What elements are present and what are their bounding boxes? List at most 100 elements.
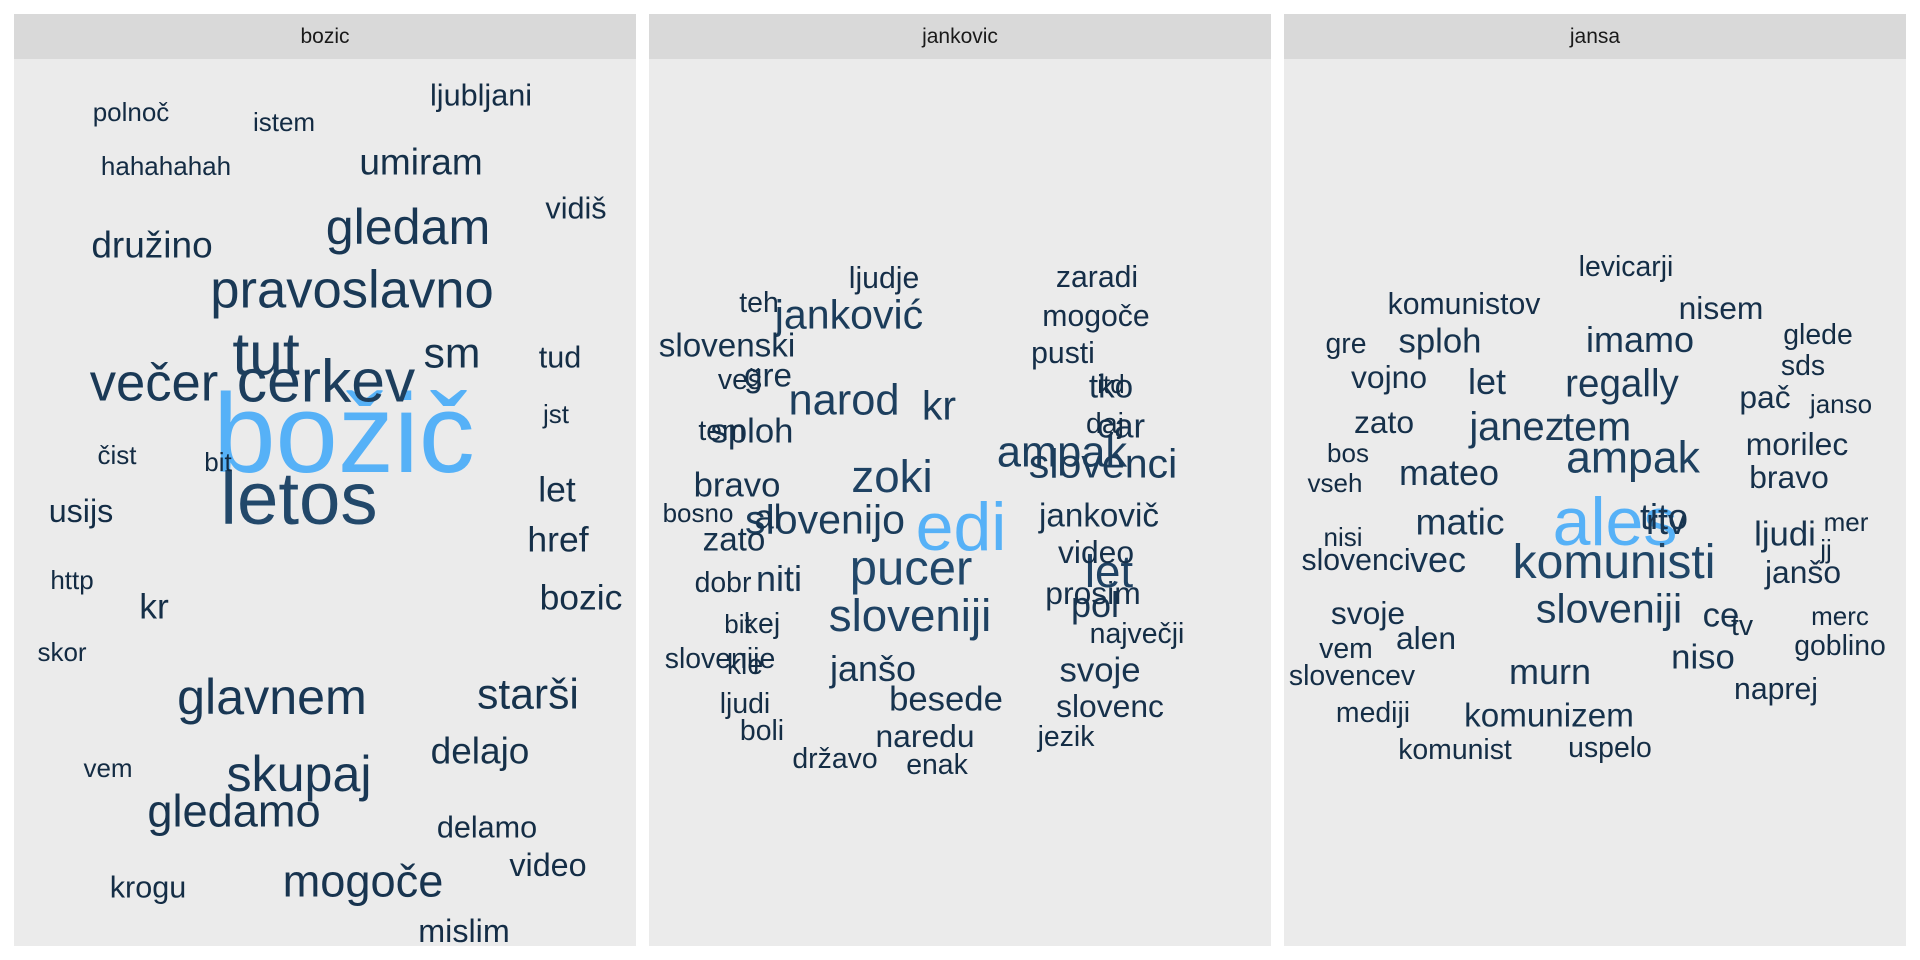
word-cloud-word: zato	[702, 521, 766, 559]
word-cloud-word: zato	[1353, 404, 1415, 441]
word-cloud-word: matic	[1415, 500, 1505, 543]
word-cloud-word: naredu	[875, 718, 975, 755]
word-cloud-word: svoje	[1059, 651, 1141, 690]
word-cloud-word: mediji	[1335, 696, 1411, 729]
word-cloud-word: slovenije	[664, 642, 776, 675]
word-cloud-word: tv	[1730, 609, 1754, 642]
facet-panel-jansa: jansa ales komunisti ampak sloveniji tem jane…	[1284, 14, 1906, 946]
word-cloud-word: jezik	[1037, 720, 1095, 753]
word-cloud-word: janez	[1469, 405, 1565, 450]
word-cloud-word: starši	[477, 670, 579, 719]
word-cloud-word: bozic	[539, 577, 623, 618]
word-cloud-word: tut	[232, 319, 300, 388]
word-cloud-word: glavnem	[177, 668, 367, 725]
word-cloud-word: kle	[726, 648, 764, 681]
word-cloud-word: narod	[788, 376, 900, 425]
facet-strip-title: jansa	[1284, 14, 1906, 59]
word-cloud-word: boli	[739, 714, 785, 747]
facet-strip-title: bozic	[14, 14, 636, 59]
word-cloud-word: slovenski	[658, 327, 796, 365]
word-cloud-word: splоh	[710, 412, 794, 451]
word-cloud-word: letos	[220, 456, 378, 540]
word-cloud-word: usijs	[48, 492, 114, 529]
word-cloud-word: mogoče	[1042, 299, 1150, 333]
word-cloud-word: pač	[1739, 379, 1791, 416]
word-cloud-word: niso	[1671, 638, 1735, 677]
word-cloud-word: vseh	[1307, 468, 1363, 498]
word-cloud-word: janšo	[1764, 554, 1842, 591]
word-cloud-word: bravo	[1749, 459, 1829, 496]
word-cloud-word: zoki	[851, 451, 933, 503]
word-cloud-word: bit	[724, 609, 752, 639]
word-cloud-word: svoje	[1330, 595, 1406, 632]
word-cloud-word: umiram	[359, 141, 483, 183]
word-cloud-word: tito	[1639, 496, 1689, 537]
word-cloud-word: enak	[906, 748, 968, 781]
word-cloud-word: let	[1084, 546, 1134, 598]
facet-panel-jankovic: jankovic edi pucer sloveniji zoki let narod am…	[649, 14, 1271, 946]
word-cloud-word: mateo	[1398, 452, 1500, 493]
word-cloud-word: pravoslavno	[210, 260, 494, 320]
word-cloud-word: slovenci	[1301, 543, 1411, 577]
word-cloud-word: polnoč	[92, 97, 170, 127]
word-cloud-word: dobr	[694, 566, 752, 599]
word-cloud-word: tud	[538, 340, 582, 375]
word-cloud-word: ljudje	[848, 261, 920, 295]
word-cloud-word: tem	[1562, 403, 1632, 450]
word-cloud-word: merc	[1811, 601, 1869, 631]
word-cloud-word: mer	[1823, 507, 1869, 537]
word-cloud-word: teh	[739, 286, 779, 319]
word-cloud-word: video	[509, 846, 587, 883]
word-cloud-word: car	[1096, 407, 1146, 446]
word-cloud-word: božič	[213, 371, 475, 496]
word-cloud-word: gre	[1325, 327, 1367, 360]
word-cloud-word: cerkev	[236, 346, 416, 415]
word-cloud-word: mogoče	[282, 855, 444, 907]
word-cloud-word: istem	[252, 107, 316, 137]
word-cloud-word: janšo	[829, 648, 917, 689]
word-cloud: ales komunisti ampak sloveniji tem janez regal…	[1284, 59, 1906, 946]
word-cloud-word: rtv	[1646, 501, 1686, 542]
word-cloud-word: splоh	[1398, 322, 1482, 361]
word-cloud-word: alen	[1395, 620, 1457, 657]
word-cloud-word: href	[527, 519, 589, 560]
word-cloud-word: janković	[774, 291, 924, 338]
word-cloud-word: hahahahah	[100, 151, 232, 181]
word-cloud-word: gre	[744, 357, 792, 395]
word-cloud-word: let	[1467, 361, 1507, 402]
word-cloud-word: pucer	[849, 541, 973, 596]
word-cloud-word: vojno	[1350, 359, 1428, 396]
word-cloud-word: edi	[915, 489, 1007, 565]
word-cloud-word: sloveniji	[828, 590, 992, 642]
word-cloud-word: komunistov	[1387, 287, 1541, 321]
word-cloud-word: glede	[1783, 318, 1853, 351]
word-cloud-word: slovencev	[1288, 659, 1416, 692]
word-cloud-word: vidiš	[545, 191, 607, 226]
word-cloud-word: mislim	[418, 912, 510, 946]
word-cloud-word: naprej	[1734, 672, 1818, 706]
word-cloud-word: ljudi	[1754, 515, 1816, 554]
word-cloud-word: al	[754, 498, 782, 537]
word-cloud-word: kr	[921, 382, 957, 429]
word-cloud-word: tem	[698, 414, 746, 447]
word-cloud-word: uspelo	[1568, 731, 1652, 764]
word-cloud-word: vec	[1409, 539, 1467, 580]
word-cloud-word: murn	[1508, 651, 1592, 692]
word-cloud-word: bit	[204, 447, 232, 477]
word-cloud-word: nisem	[1678, 290, 1764, 327]
word-cloud-word: video	[1057, 534, 1135, 571]
word-cloud-word: komunist	[1398, 733, 1512, 766]
word-cloud-word: itd	[1097, 369, 1125, 399]
word-cloud-word: slovenc	[1056, 688, 1164, 725]
word-cloud-word: največji	[1089, 617, 1185, 650]
word-cloud-word: jj	[1820, 534, 1832, 564]
word-cloud-word: daj	[1086, 407, 1124, 440]
word-cloud-word: pol	[1070, 584, 1120, 625]
facet-strip-title: jankovic	[649, 14, 1271, 59]
word-cloud-word: kr	[139, 586, 169, 627]
word-cloud-word: sloveniji	[1535, 585, 1683, 632]
word-cloud-word: komunisti	[1512, 536, 1716, 589]
word-cloud-word: delamo	[436, 810, 538, 845]
word-cloud-word: niti	[755, 558, 803, 599]
word-cloud-word: kej	[743, 607, 781, 640]
